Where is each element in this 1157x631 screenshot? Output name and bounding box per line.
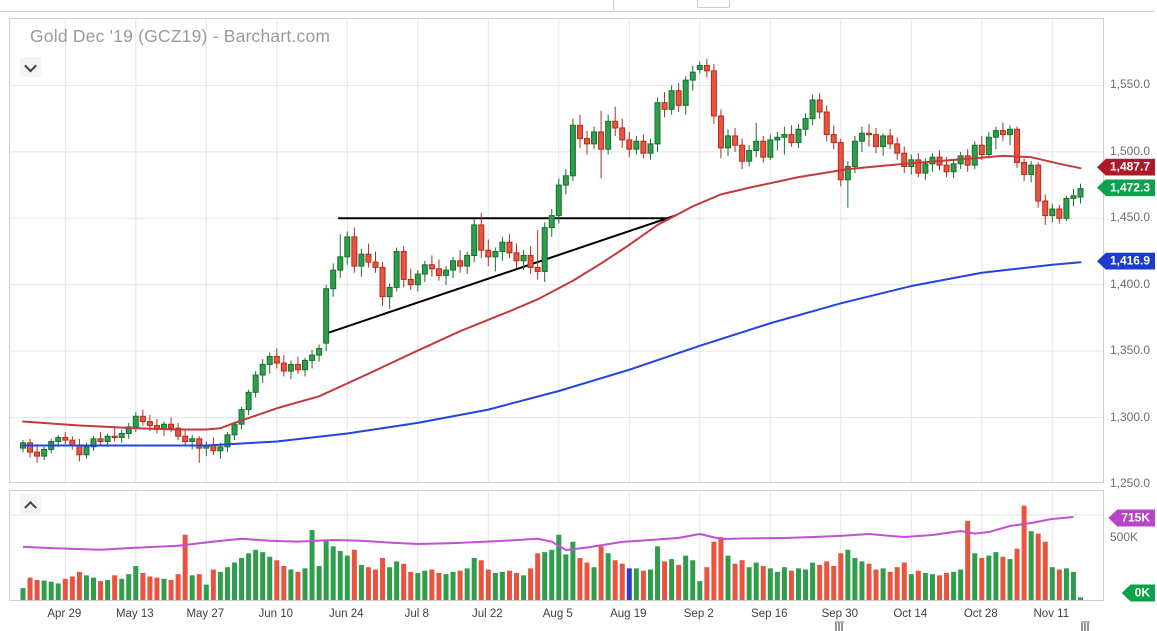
date-axis-label: May 13: [115, 608, 154, 620]
price-axis-label: 1,250.0: [1110, 476, 1151, 490]
price-axis-label: 1,350.0: [1110, 343, 1151, 358]
volume-ma-badge: 715K: [1108, 509, 1155, 527]
chevron-down-icon: [24, 59, 37, 72]
date-axis-label: Sep 30: [821, 608, 859, 620]
trendlines: [328, 214, 676, 334]
date-axis-label: Oct 28: [963, 608, 998, 620]
price-axis-label: 1,550.0: [1110, 77, 1151, 92]
volume-moving-average: [22, 515, 1074, 552]
chart-title: Gold Dec '19 (GCZ19) - Barchart.com: [30, 26, 331, 46]
date-axis-label: Aug 5: [542, 608, 573, 620]
date-axis-label: Jun 10: [258, 608, 294, 620]
last-volume-badge: 0K: [1121, 584, 1155, 602]
collapse-volume-pane-button[interactable]: [20, 494, 41, 514]
volume-bars: [20, 505, 1083, 600]
price-axis-label: 1,300.0: [1110, 409, 1151, 424]
price-gridlines: [10, 19, 1103, 482]
volume-axis-label: 500K: [1110, 530, 1139, 544]
mini-histogram-icon: [835, 621, 844, 631]
toolbar-separator: [0, 11, 1155, 12]
chevron-up-icon: [24, 500, 37, 514]
date-axis-label: Sep 2: [683, 608, 714, 620]
mini-histogram-icon: [1081, 621, 1090, 631]
date-axis-label: Jul 8: [404, 608, 429, 620]
collapse-price-pane-button[interactable]: [20, 57, 41, 77]
ascending-support-line: [328, 214, 676, 334]
moving-average-fast: [22, 154, 1082, 431]
date-axis-label: Apr 29: [47, 608, 82, 620]
candlesticks: [20, 58, 1084, 463]
date-axis-label: Oct 14: [893, 608, 928, 620]
price-axis-label: 1,500.0: [1110, 143, 1151, 158]
volume-ma-group: [22, 515, 1074, 552]
volume-pane: [9, 490, 1104, 601]
ma-fast-price-badge: 1,487.7: [1096, 158, 1155, 176]
toolbar-button-cropped[interactable]: [697, 0, 730, 8]
toolbar-divider: [613, 0, 614, 10]
ma-slow-price-badge: 1,416.9: [1096, 252, 1155, 270]
date-axis-label: Jun 24: [329, 608, 364, 620]
price-pane: [9, 18, 1104, 483]
moving-average-slow: [22, 261, 1082, 447]
date-axis-label: Sep 16: [751, 608, 788, 620]
price-pane-canvas[interactable]: [10, 19, 1103, 482]
date-axis-label: Aug 19: [610, 608, 647, 620]
volume-pane-canvas[interactable]: [10, 491, 1103, 600]
date-axis-label: May 27: [186, 608, 225, 620]
price-axis-label: 1,400.0: [1110, 276, 1151, 291]
price-axis-label: 1,450.0: [1110, 210, 1151, 225]
date-axis-label: Jul 22: [471, 608, 503, 620]
moving-averages: [22, 154, 1082, 447]
date-axis-label: Nov 11: [1033, 608, 1070, 620]
last-price-badge: 1,472.3: [1096, 179, 1155, 197]
